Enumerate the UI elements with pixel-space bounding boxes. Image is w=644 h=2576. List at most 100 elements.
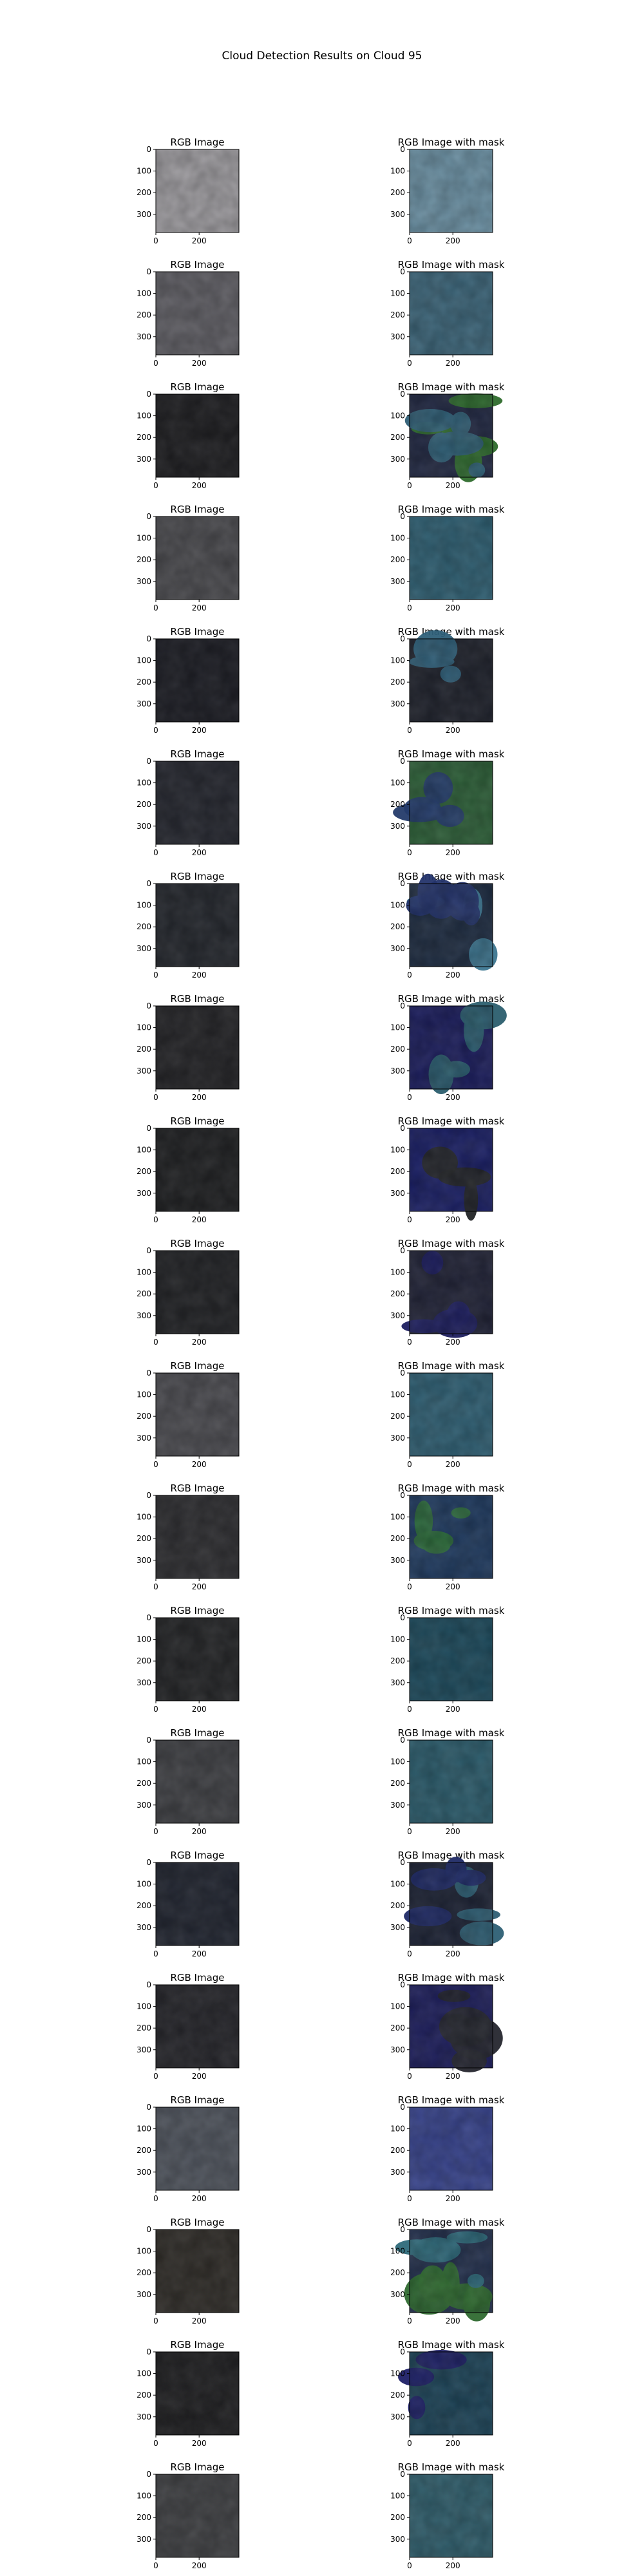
x-tick-label: 0 [407, 848, 412, 857]
y-tick-label: 0 [400, 1246, 405, 1255]
y-tick-label: 300 [390, 332, 405, 341]
panel-row7-rgb: RGB Image 0 100 200 300 0 200 [137, 871, 240, 980]
y-tick-label: 0 [400, 390, 405, 399]
y-tick-label: 0 [400, 1124, 405, 1133]
y-tick-label: 0 [400, 1736, 405, 1745]
axes-frame [155, 1739, 240, 1824]
panel-title-mask: RGB Image with mask [398, 871, 505, 882]
y-tick-label: 100 [137, 2369, 151, 2378]
axes-frame [409, 2351, 493, 2436]
x-tick-label: 0 [153, 2561, 158, 2570]
panel-title-rgb: RGB Image [170, 504, 224, 515]
x-tick-label: 200 [192, 1093, 207, 1102]
panel-title-mask: RGB Image with mask [398, 1727, 505, 1739]
image-shading [156, 639, 239, 722]
panel-title-mask: RGB Image with mask [398, 1482, 505, 1494]
x-tick-label: 0 [153, 2072, 158, 2081]
x-tick-label: 0 [407, 1460, 412, 1469]
image-shading [410, 639, 493, 722]
y-tick-label: 300 [137, 2168, 151, 2177]
y-tick-label: 300 [390, 210, 405, 219]
x-tick-label: 200 [192, 481, 207, 490]
axes-frame [155, 883, 240, 967]
x-tick-label: 200 [192, 359, 207, 368]
y-tick-label: 0 [400, 2347, 405, 2356]
image-shading [410, 1985, 493, 2068]
y-tick-label: 100 [390, 656, 405, 665]
x-tick-label: 200 [446, 236, 460, 245]
x-tick-label: 0 [407, 971, 412, 980]
y-tick-label: 100 [390, 2492, 405, 2501]
x-tick-label: 200 [192, 1338, 207, 1347]
x-tick-label: 200 [446, 1705, 460, 1714]
x-tick-label: 0 [153, 2194, 158, 2203]
y-tick-label: 300 [137, 332, 151, 341]
y-tick-label: 100 [137, 2002, 151, 2011]
x-tick-label: 200 [446, 1827, 460, 1836]
x-tick-label: 0 [153, 359, 158, 368]
y-tick-label: 300 [390, 699, 405, 708]
y-tick-label: 100 [390, 2002, 405, 2011]
axes-frame [409, 2107, 493, 2191]
y-tick-label: 300 [390, 1678, 405, 1687]
x-tick-label: 200 [192, 603, 207, 612]
x-tick-label: 0 [407, 2439, 412, 2448]
x-tick-label: 200 [192, 2194, 207, 2203]
y-tick-label: 200 [137, 2146, 151, 2155]
x-tick-label: 200 [192, 2316, 207, 2325]
y-tick-label: 300 [390, 455, 405, 464]
axes-frame [409, 1128, 493, 1212]
y-tick-label: 0 [400, 1491, 405, 1500]
axes-frame [409, 1250, 493, 1334]
panel-title-rgb: RGB Image [170, 1115, 224, 1127]
y-tick-label: 100 [137, 1023, 151, 1032]
y-tick-label: 200 [137, 1901, 151, 1910]
y-tick-label: 300 [137, 944, 151, 953]
panel-title-rgb: RGB Image [170, 871, 224, 882]
y-tick-label: 0 [146, 2470, 151, 2479]
y-tick-label: 300 [390, 2412, 405, 2421]
panel-row4-rgb: RGB Image 0 100 200 300 0 200 [137, 504, 240, 612]
image-shading [410, 1128, 493, 1211]
x-tick-label: 0 [407, 1705, 412, 1714]
y-tick-label: 0 [400, 879, 405, 888]
y-tick-label: 300 [137, 1311, 151, 1320]
axes-frame [409, 393, 493, 478]
x-tick-label: 0 [153, 481, 158, 490]
y-tick-label: 0 [146, 1613, 151, 1622]
panel-title-mask: RGB Image with mask [398, 1360, 505, 1372]
y-tick-label: 200 [137, 677, 151, 687]
image-shading [410, 149, 493, 232]
y-tick-label: 0 [400, 2103, 405, 2112]
x-tick-label: 0 [407, 1582, 412, 1591]
panel-title-rgb: RGB Image [170, 748, 224, 760]
y-tick-label: 200 [137, 310, 151, 319]
y-tick-label: 0 [400, 634, 405, 643]
y-tick-label: 300 [137, 1556, 151, 1565]
panel-row2-rgb: RGB Image 0 100 200 300 0 200 [137, 259, 240, 368]
y-tick-label: 200 [137, 433, 151, 442]
panel-title-mask: RGB Image with mask [398, 1850, 505, 1861]
x-tick-label: 0 [153, 1093, 158, 1102]
panel-title-rgb: RGB Image [170, 1482, 224, 1494]
image-shading [156, 2352, 239, 2435]
axes-frame [155, 516, 240, 600]
panel-title-rgb: RGB Image [170, 1605, 224, 1616]
y-tick-label: 100 [137, 901, 151, 910]
y-tick-label: 100 [390, 167, 405, 176]
y-tick-label: 300 [137, 2535, 151, 2544]
x-tick-label: 200 [446, 971, 460, 980]
panel-grid: RGB Image 0 100 200 300 0 200 RGB Image with ma… [137, 137, 507, 2570]
image-shading [156, 149, 239, 232]
image-shading [410, 884, 493, 967]
panel-title-rgb: RGB Image [170, 2217, 224, 2228]
image-shading [410, 1618, 493, 1701]
y-tick-label: 300 [137, 1189, 151, 1198]
image-shading [410, 394, 493, 477]
x-tick-label: 0 [153, 1582, 158, 1591]
y-tick-label: 300 [137, 210, 151, 219]
